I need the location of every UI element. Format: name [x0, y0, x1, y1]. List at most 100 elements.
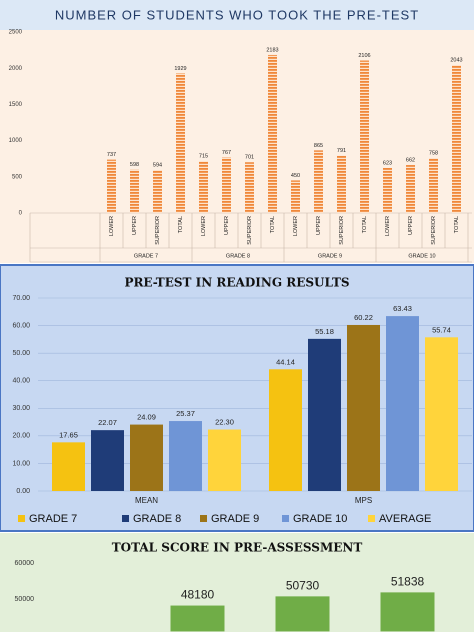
bar [170, 605, 225, 632]
data-label: 24.09 [137, 413, 156, 422]
data-label: 22.07 [98, 418, 117, 427]
bar [169, 421, 202, 491]
y-tick-label: 60000 [15, 560, 35, 567]
bar [386, 316, 419, 491]
group-label: GRADE 10 [408, 253, 435, 259]
bar [337, 155, 346, 213]
bar [268, 54, 277, 213]
bar [429, 158, 438, 213]
chart-title: NUMBER OF STUDENTS WHO TOOK THE PRE-TEST [55, 7, 419, 22]
x-tick-label: TOTAL [362, 216, 368, 233]
bar [176, 73, 185, 214]
panel-1-bg [0, 0, 474, 263]
chart-title: TOTAL SCORE IN PRE-ASSESSMENT [112, 541, 363, 555]
bar [425, 337, 458, 491]
bar [347, 324, 380, 491]
bar [291, 180, 300, 213]
bar [107, 159, 116, 213]
y-tick-label: 2000 [9, 66, 23, 72]
legend-label: AVERAGE [379, 513, 431, 525]
y-tick-label: 1000 [9, 138, 23, 144]
legend-swatch [122, 515, 129, 522]
x-tick-label: UPPER [316, 216, 322, 235]
x-tick-label: SUPERIOR [247, 216, 253, 245]
y-tick-label: 50000 [15, 596, 35, 603]
data-label: 2106 [358, 53, 370, 59]
y-tick-label: 0 [19, 211, 23, 217]
legend-label: GRADE 9 [211, 513, 259, 525]
data-label: 17.65 [59, 430, 78, 439]
bar [199, 161, 208, 213]
bar [308, 338, 341, 491]
data-label: 63.43 [393, 304, 412, 313]
x-tick-label: MPS [355, 496, 372, 505]
x-tick-label: MEAN [135, 496, 158, 505]
data-label: 55.18 [315, 327, 334, 336]
bar [275, 596, 330, 632]
data-label: 1929 [174, 66, 186, 72]
data-label: 50730 [286, 579, 320, 593]
data-label: 2183 [266, 47, 278, 53]
group-label: GRADE 8 [226, 253, 250, 259]
y-tick-label: 1500 [9, 102, 23, 108]
data-label: 44.14 [276, 357, 295, 366]
legend-label: GRADE 7 [29, 513, 77, 525]
panel-1-title-band [0, 0, 474, 30]
x-tick-label: SUPERIOR [155, 216, 161, 245]
group-label: GRADE 7 [134, 253, 158, 259]
bar [153, 169, 162, 213]
x-tick-label: UPPER [224, 216, 230, 235]
y-tick-label: 10.00 [12, 460, 30, 467]
x-tick-label: UPPER [408, 216, 414, 235]
data-label: 767 [222, 150, 231, 156]
x-tick-label: LOWER [385, 216, 391, 236]
x-tick-label: SUPERIOR [339, 216, 345, 245]
data-label: 48180 [181, 588, 215, 602]
data-label: 2043 [450, 58, 462, 64]
bar [245, 162, 254, 213]
legend-label: GRADE 8 [133, 513, 181, 525]
legend-swatch [368, 515, 375, 522]
data-label: 55.74 [432, 325, 451, 334]
bar [91, 430, 124, 491]
bar [383, 167, 392, 213]
data-label: 598 [130, 162, 139, 168]
x-tick-label: TOTAL [178, 216, 184, 233]
data-label: 758 [429, 151, 438, 157]
x-tick-label: LOWER [109, 216, 115, 236]
data-label: 623 [383, 160, 392, 166]
x-tick-label: TOTAL [270, 216, 276, 233]
bar [208, 429, 241, 491]
data-label: 791 [337, 148, 346, 154]
y-tick-label: 0.00 [16, 488, 30, 495]
data-label: 865 [314, 143, 323, 149]
legend-swatch [18, 515, 25, 522]
chart-title: PRE-TEST IN READING RESULTS [124, 276, 349, 290]
x-tick-label: LOWER [293, 216, 299, 236]
bar [452, 65, 461, 214]
x-tick-label: LOWER [201, 216, 207, 236]
data-label: 25.37 [176, 409, 195, 418]
data-label: 737 [107, 152, 116, 158]
legend-label: GRADE 10 [293, 513, 347, 525]
bar [314, 150, 323, 213]
bar [222, 157, 231, 213]
y-tick-label: 50.00 [12, 350, 30, 357]
data-label: 60.22 [354, 313, 373, 322]
bar [406, 165, 415, 213]
data-label: 594 [153, 162, 162, 168]
data-label: 22.30 [215, 418, 234, 427]
data-label: 701 [245, 155, 254, 161]
bar [360, 60, 369, 213]
data-label: 662 [406, 158, 415, 164]
x-tick-label: UPPER [132, 216, 138, 235]
legend-swatch [200, 515, 207, 522]
y-tick-label: 500 [12, 174, 23, 180]
group-label: GRADE 9 [318, 253, 342, 259]
y-tick-label: 20.00 [12, 433, 30, 440]
bar [380, 592, 435, 632]
y-tick-label: 60.00 [12, 322, 30, 329]
y-tick-label: 2500 [9, 30, 23, 36]
